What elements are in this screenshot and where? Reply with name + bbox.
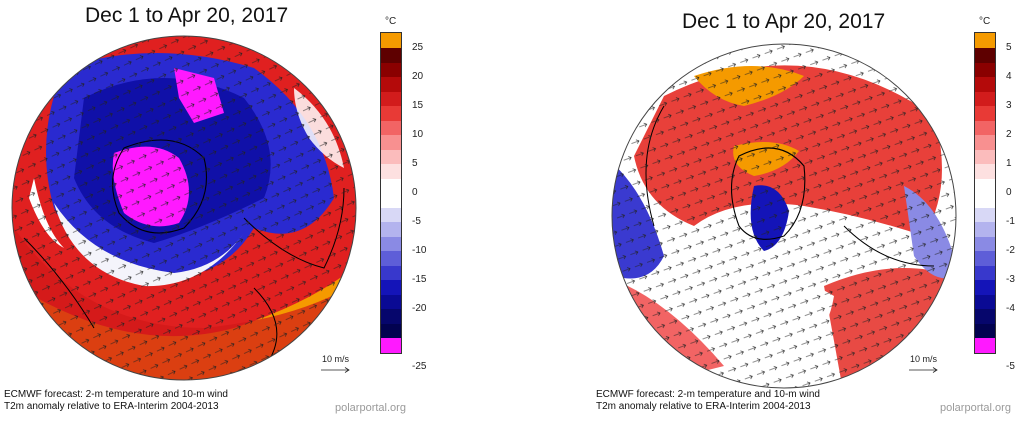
colorbar-swatch [974,178,996,193]
colorbar-tick: 4 [1006,71,1012,82]
wind-scale-arrow-icon [321,367,350,373]
map-field [12,36,356,380]
colorbar-swatch [380,294,402,309]
colorbar-frame [974,32,996,354]
colorbar-swatch [974,193,996,208]
colorbar-tick: -20 [412,303,427,314]
colorbar-swatch [974,265,996,280]
colorbar-tick: -1 [1006,216,1015,227]
colorbar-tick: -25 [412,361,427,372]
colorbar-tick: -5 [1006,361,1015,372]
wind-scale-arrow-icon [909,367,938,373]
colorbar-swatch [380,164,402,179]
colorbar-swatch [380,149,402,164]
colorbar-swatch [974,280,996,295]
colorbar-unit: °C [385,16,397,27]
colorbar-swatch [380,323,402,338]
map-title: Dec 1 to Apr 20, 2017 [682,10,886,33]
colorbar-swatch [380,222,402,237]
colorbar-tick: 25 [412,42,424,53]
colorbar-tick: -4 [1006,303,1015,314]
map-title: Dec 1 to Apr 20, 2017 [85,4,289,27]
colorbar-swatch [974,164,996,179]
colorbar-swatch [974,309,996,324]
colorbar-swatch [974,48,996,63]
colorbar-tick: 10 [412,129,424,140]
colorbar-swatch [974,236,996,251]
caption-line-1: ECMWF forecast: 2-m temperature and 10-m… [4,389,228,400]
colorbar-swatch [380,193,402,208]
colorbar-tick: 20 [412,71,424,82]
colorbar-swatch [380,91,402,106]
wind-scale-label: 10 m/s [910,354,938,364]
credit-text: polarportal.org [335,402,406,414]
colorbar-unit: °C [979,16,991,27]
colorbar-tick: 2 [1006,129,1012,140]
caption-line-1: ECMWF forecast: 2-m temperature and 10-m… [596,389,820,400]
colorbar-swatch [974,135,996,150]
colorbar-swatch [380,77,402,92]
colorbar-swatch [380,338,402,354]
colorbar-swatch [974,338,996,354]
caption-line-2: T2m anomaly relative to ERA-Interim 2004… [596,401,811,412]
map-field [612,44,956,388]
colorbar-swatch [974,323,996,338]
colorbar-swatch [380,207,402,222]
colorbar-swatch [380,120,402,135]
colorbar-swatch [974,207,996,222]
credit-text: polarportal.org [940,402,1011,414]
colorbar-swatch [380,309,402,324]
colorbar-swatch [380,135,402,150]
colorbar-swatch [380,280,402,295]
anomaly-map [611,43,957,389]
colorbar-swatch [974,120,996,135]
colorbar-swatch [974,222,996,237]
colorbar-swatch [974,62,996,77]
colorbar-tick: 5 [1006,42,1012,53]
colorbar-swatch [380,106,402,121]
colorbar-tick: 0 [412,187,418,198]
colorbar-tick: -5 [412,216,421,227]
colorbar-swatch [974,251,996,266]
temperature-panel: Dec 1 to Apr 20, 2017 °C [4,4,427,414]
colorbar-tick: 15 [412,100,424,111]
colorbar-frame [380,32,402,354]
colorbar-swatch [380,32,402,48]
colorbar-swatch [974,32,996,48]
anomaly-panel: Dec 1 to Apr 20, 2017 °C [512,0,1024,422]
colorbar-swatch [380,251,402,266]
wind-scale-label: 10 m/s [322,354,350,364]
temperature-map [11,35,357,381]
colorbar-tick: 1 [1006,158,1012,169]
colorbar-swatch [974,149,996,164]
colorbar-swatch [974,77,996,92]
caption-line-2: T2m anomaly relative to ERA-Interim 2004… [4,401,219,412]
colorbar-swatch [380,62,402,77]
colorbar-tick: -2 [1006,245,1015,256]
colorbar-swatch [380,236,402,251]
colorbar-tick: 0 [1006,187,1012,198]
colorbar-swatch [974,106,996,121]
colorbar-tick: -15 [412,274,427,285]
colorbar-tick: 5 [412,158,418,169]
colorbar-tick: -10 [412,245,427,256]
colorbar-swatch [974,91,996,106]
colorbar-swatch [974,294,996,309]
colorbar-tick: 3 [1006,100,1012,111]
colorbar-tick: -3 [1006,274,1015,285]
colorbar-swatch [380,48,402,63]
colorbar-swatch [380,265,402,280]
colorbar-swatch [380,178,402,193]
